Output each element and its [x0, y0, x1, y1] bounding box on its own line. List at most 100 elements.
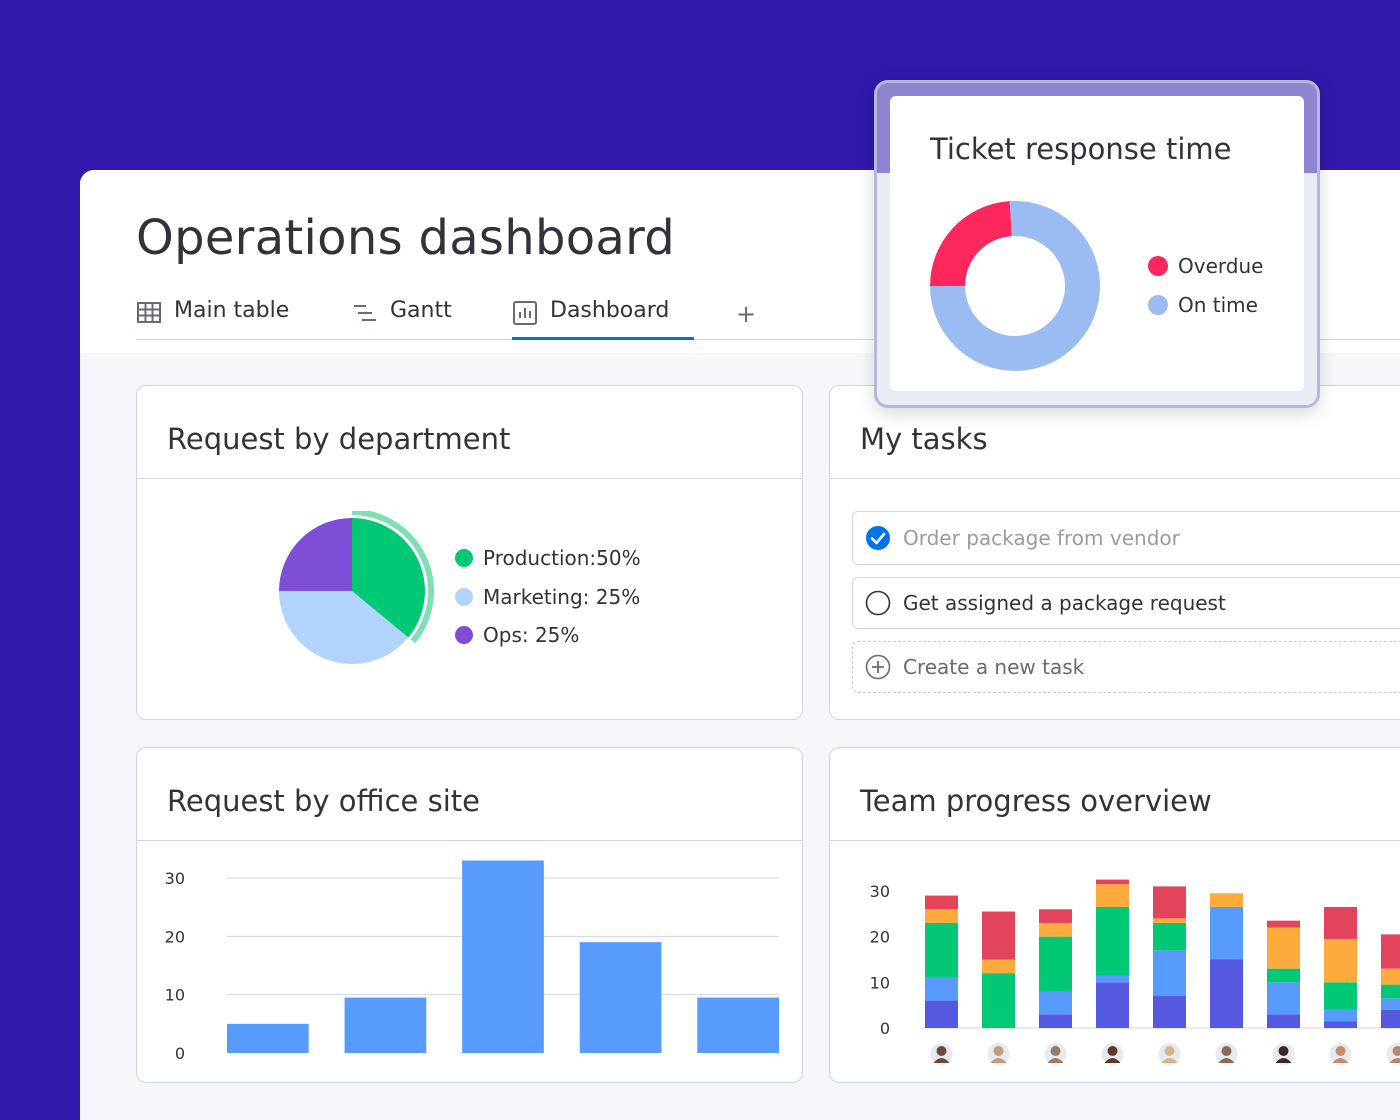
- stacked-bar-segment[interactable]: [1324, 982, 1357, 1010]
- stacked-bar-segment[interactable]: [1153, 886, 1186, 919]
- avatar-body: [1218, 1058, 1235, 1063]
- stacked-bar-segment[interactable]: [982, 973, 1015, 1028]
- stacked-bar-segment[interactable]: [1153, 918, 1186, 923]
- legend-label: Production:50%: [483, 546, 641, 570]
- stacked-bar-segment[interactable]: [1210, 906, 1243, 960]
- stacked-bar-segment[interactable]: [1267, 982, 1300, 1015]
- stacked-bar-segment[interactable]: [1153, 922, 1186, 951]
- stacked-bar-segment[interactable]: [1210, 893, 1243, 907]
- y-tick-label: 10: [165, 986, 185, 1005]
- stacked-bar-segment[interactable]: [925, 977, 958, 1001]
- stacked-bar-segment[interactable]: [1039, 922, 1072, 937]
- stacked-bar-segment[interactable]: [1381, 968, 1400, 985]
- stacked-bar-segment[interactable]: [1210, 959, 1243, 1029]
- stacked-bar-segment[interactable]: [1153, 996, 1186, 1028]
- y-tick-label: 0: [175, 1044, 185, 1063]
- team-member-avatar[interactable]: [1272, 1043, 1295, 1065]
- widget-title: Request by office site: [167, 784, 480, 818]
- stacked-bar-segment[interactable]: [1381, 998, 1400, 1010]
- stacked-bar-segment[interactable]: [1096, 906, 1129, 976]
- stacked-bar-segment[interactable]: [925, 922, 958, 978]
- stacked-bar-segment[interactable]: [925, 895, 958, 910]
- divider: [830, 478, 1400, 479]
- avatar-body: [1275, 1058, 1292, 1063]
- stacked-bar-segment[interactable]: [1153, 950, 1186, 997]
- stacked-bar-segment[interactable]: [1096, 975, 1129, 983]
- avatar-head: [1335, 1046, 1346, 1056]
- stacked-bar-segment[interactable]: [982, 959, 1015, 974]
- avatar-head: [1221, 1046, 1232, 1056]
- legend-label: Ops: 25%: [483, 623, 580, 647]
- y-tick-label: 30: [870, 882, 890, 901]
- stacked-bar-segment[interactable]: [1096, 884, 1129, 907]
- add-view-button[interactable]: +: [736, 300, 757, 328]
- tab-main-table[interactable]: Main table: [136, 298, 289, 340]
- stacked-bar-segment[interactable]: [925, 909, 958, 923]
- pie-slice-production[interactable]: [352, 518, 425, 638]
- stacked-bar-segment[interactable]: [1267, 968, 1300, 983]
- tab-dashboard[interactable]: Dashboard: [512, 298, 694, 340]
- checked-circle-icon[interactable]: [865, 525, 891, 551]
- create-task-label: Create a new task: [903, 655, 1085, 679]
- stacked-bar-segment[interactable]: [1381, 984, 1400, 999]
- bar[interactable]: [344, 997, 427, 1053]
- stacked-bar-segment[interactable]: [1381, 934, 1400, 969]
- divider: [137, 840, 802, 841]
- team-member-avatar[interactable]: [1158, 1043, 1181, 1065]
- legend-dot: [455, 588, 473, 606]
- stacked-bar-segment[interactable]: [1381, 1009, 1400, 1028]
- tab-label: Gantt: [390, 298, 452, 323]
- widget-title: Request by department: [167, 422, 511, 456]
- stacked-bar-segment[interactable]: [1267, 920, 1300, 928]
- stacked-bar-segment[interactable]: [1324, 1009, 1357, 1022]
- avatar-head: [1392, 1046, 1400, 1056]
- y-tick-label: 20: [165, 927, 185, 946]
- pie-slice-ops[interactable]: [279, 518, 352, 591]
- legend-dot: [1148, 256, 1168, 276]
- team-member-avatar[interactable]: [1329, 1043, 1352, 1065]
- avatar-head: [1278, 1046, 1289, 1056]
- stacked-bar-segment[interactable]: [925, 1000, 958, 1028]
- gantt-icon: [354, 305, 376, 321]
- create-task-button[interactable]: Create a new task: [852, 641, 1400, 693]
- task-item[interactable]: Get assigned a package request: [852, 577, 1400, 629]
- widget-title: My tasks: [860, 422, 988, 456]
- task-item[interactable]: Order package from vendor: [852, 511, 1400, 565]
- avatar-body: [1332, 1058, 1349, 1063]
- y-tick-label: 20: [870, 928, 890, 947]
- stacked-bar-segment[interactable]: [1267, 927, 1300, 969]
- team-member-avatar[interactable]: [1386, 1043, 1400, 1065]
- stacked-bar-segment[interactable]: [1324, 1021, 1357, 1028]
- team-member-avatar[interactable]: [1215, 1043, 1238, 1065]
- unchecked-circle-icon[interactable]: [865, 590, 891, 616]
- stacked-bar-segment[interactable]: [982, 911, 1015, 960]
- tab-gantt[interactable]: Gantt: [352, 298, 452, 340]
- widget-title: Team progress overview: [860, 784, 1212, 818]
- avatar-head: [936, 1046, 947, 1056]
- bar[interactable]: [227, 1023, 309, 1053]
- stacked-bar-segment[interactable]: [1039, 1014, 1072, 1028]
- team-member-avatar[interactable]: [930, 1043, 953, 1065]
- stacked-bar-segment[interactable]: [1096, 879, 1129, 885]
- stacked-bar-segment[interactable]: [1039, 909, 1072, 923]
- stacked-bar-segment[interactable]: [1324, 906, 1357, 939]
- legend-label: Overdue: [1178, 254, 1264, 278]
- team-member-avatar[interactable]: [987, 1043, 1010, 1065]
- bar[interactable]: [579, 942, 662, 1053]
- donut-slice-on-time[interactable]: [930, 201, 1100, 371]
- stacked-bar-segment[interactable]: [1267, 1014, 1300, 1028]
- team-member-avatar[interactable]: [1044, 1043, 1067, 1065]
- department-pie-chart: [279, 511, 434, 664]
- stacked-bar-segment[interactable]: [1039, 991, 1072, 1015]
- stacked-bar-segment[interactable]: [1096, 982, 1129, 1028]
- donut-slice-overdue[interactable]: [930, 201, 1012, 286]
- stacked-bar-segment[interactable]: [1039, 936, 1072, 992]
- legend-label: On time: [1178, 293, 1258, 317]
- my-tasks-widget: My tasks Order package from vendor Get a…: [829, 385, 1400, 720]
- stacked-bar-segment[interactable]: [1324, 938, 1357, 983]
- bar[interactable]: [462, 860, 544, 1054]
- bar[interactable]: [697, 997, 779, 1053]
- team-member-avatar[interactable]: [1101, 1043, 1124, 1065]
- ticket-response-popup: Ticket response time Overdue On time: [874, 80, 1320, 408]
- pie-slice-marketing[interactable]: [279, 591, 409, 664]
